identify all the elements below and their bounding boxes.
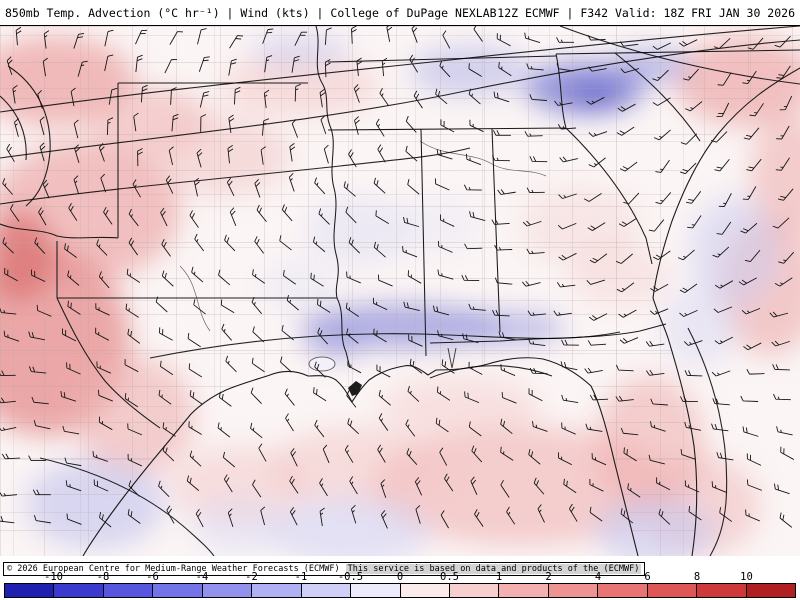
coastline bbox=[82, 67, 800, 556]
colorbar-segment bbox=[400, 584, 450, 597]
colorbar-segment bbox=[252, 584, 302, 597]
colorbar-tick: -8 bbox=[96, 571, 110, 583]
colorbar-tick: 10 bbox=[740, 571, 753, 583]
colorbar-tick: 2 bbox=[545, 571, 552, 583]
colorbar-segment bbox=[202, 584, 253, 597]
colorbar-segment bbox=[697, 584, 747, 597]
title-bar: 850mb Temp. Advection (°C hr⁻¹) | Wind (… bbox=[0, 0, 800, 26]
colorbar-tick: 0 bbox=[396, 571, 404, 583]
map-area bbox=[0, 26, 800, 556]
colorbar-segment bbox=[103, 584, 154, 597]
colorbar-tick: -1 bbox=[294, 571, 308, 583]
wind-barbs bbox=[0, 26, 795, 529]
colorbar-tick: 1 bbox=[495, 571, 503, 583]
colorbar-segment bbox=[746, 584, 795, 597]
colorbar-segment bbox=[5, 584, 55, 597]
run-valid-info: 12Z ECMWF | F342 Valid: 18Z FRI JAN 30 2… bbox=[497, 5, 795, 20]
colorbar-segment bbox=[153, 584, 203, 597]
attribution-row: © 2026 European Centre for Medium-Range … bbox=[0, 556, 800, 576]
lake-pontchartrain bbox=[308, 356, 336, 372]
bottom-bar: © 2026 European Centre for Medium-Range … bbox=[0, 556, 800, 600]
map-svg bbox=[0, 26, 800, 556]
colorbar-segment bbox=[598, 584, 648, 597]
colorbar-segment bbox=[449, 584, 500, 597]
service-text: This service is based on data and produc… bbox=[345, 564, 642, 574]
colorbar-tick: -0.5 bbox=[337, 571, 364, 583]
attribution-box: © 2026 European Centre for Medium-Range … bbox=[3, 562, 646, 576]
colorbar-segment bbox=[499, 584, 549, 597]
colorbar-segment bbox=[351, 584, 401, 597]
copyright-text: © 2026 European Centre for Medium-Range … bbox=[7, 564, 340, 574]
mobile-bay bbox=[447, 347, 457, 369]
colorbar-tick: -6 bbox=[146, 571, 159, 583]
colorbar-tick: 8 bbox=[693, 571, 701, 583]
product-title: 850mb Temp. Advection (°C hr⁻¹) | Wind (… bbox=[5, 5, 497, 20]
colorbar-tick: 6 bbox=[644, 571, 651, 583]
colorbar-segment bbox=[647, 584, 698, 597]
colorbar-tick: 0.5 bbox=[440, 571, 459, 583]
colorbar-segment bbox=[548, 584, 599, 597]
contour-lines bbox=[0, 26, 800, 556]
colorbar-tick: -4 bbox=[195, 571, 209, 583]
colorbar-tick: -2 bbox=[245, 571, 258, 583]
colorbar-tick-labels: -10 -8 -6 -4 -2 -1 -0.5 0 0.5 1 2 4 6 8 10 bbox=[0, 572, 800, 583]
colorbar-tick: 4 bbox=[594, 571, 602, 583]
colorbar-tick: -10 bbox=[44, 571, 63, 583]
colorbar-segment bbox=[301, 584, 352, 597]
mississippi-delta bbox=[348, 381, 362, 396]
colorbar-segment bbox=[54, 584, 104, 597]
colorbar-gradient bbox=[4, 583, 796, 598]
